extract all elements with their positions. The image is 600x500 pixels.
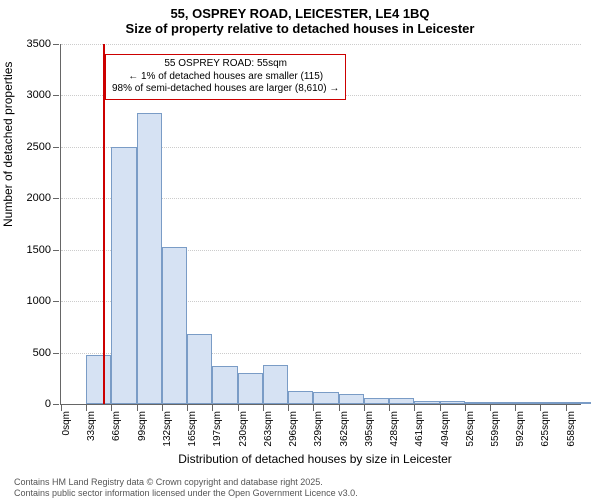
histogram-bar [515, 402, 540, 404]
y-tick-label: 1500 [27, 244, 61, 256]
histogram-bar [465, 402, 490, 404]
chart-container: 55, OSPREY ROAD, LEICESTER, LE4 1BQ Size… [0, 0, 600, 500]
histogram-bar [490, 402, 515, 404]
y-axis-label: Number of detached properties [1, 62, 15, 227]
x-tick-label: 658sqm [563, 411, 577, 447]
histogram-bar [566, 402, 591, 404]
annotation-line: 55 OSPREY ROAD: 55sqm [112, 58, 339, 71]
footer-line-2: Contains public sector information licen… [14, 488, 358, 498]
plot-area: 05001000150020002500300035000sqm33sqm66s… [60, 44, 581, 405]
footer-line-1: Contains HM Land Registry data © Crown c… [14, 477, 358, 487]
histogram-bar [162, 247, 187, 404]
y-tick-label: 3000 [27, 89, 61, 101]
histogram-bar [364, 398, 389, 404]
y-tick-label: 3500 [27, 38, 61, 50]
x-tick-label: 428sqm [386, 411, 400, 447]
histogram-bar [263, 365, 288, 404]
histogram-bar [288, 391, 313, 404]
x-tick-label: 197sqm [209, 411, 223, 447]
x-tick-label: 33sqm [83, 411, 97, 441]
y-tick-label: 2500 [27, 141, 61, 153]
annotation-line: ← 1% of detached houses are smaller (115… [112, 71, 339, 84]
annotation-line: 98% of semi-detached houses are larger (… [112, 83, 339, 96]
y-tick-label: 2000 [27, 192, 61, 204]
x-tick-label: 99sqm [134, 411, 148, 441]
chart-title: 55, OSPREY ROAD, LEICESTER, LE4 1BQ [0, 0, 600, 21]
x-tick-label: 625sqm [537, 411, 551, 447]
x-tick-label: 362sqm [336, 411, 350, 447]
x-tick-label: 494sqm [437, 411, 451, 447]
x-tick-label: 165sqm [184, 411, 198, 447]
x-tick-label: 0sqm [58, 411, 72, 435]
x-tick-label: 395sqm [361, 411, 375, 447]
histogram-bar [440, 401, 465, 404]
histogram-bar [111, 147, 136, 404]
annotation-box: 55 OSPREY ROAD: 55sqm← 1% of detached ho… [105, 54, 346, 100]
grid-line [61, 44, 581, 45]
x-tick-label: 263sqm [260, 411, 274, 447]
histogram-bar [414, 401, 439, 404]
y-tick-label: 1000 [27, 295, 61, 307]
histogram-bar [137, 113, 162, 404]
histogram-bar [187, 334, 212, 404]
histogram-bar [540, 402, 565, 404]
histogram-bar [339, 394, 364, 404]
y-tick-label: 500 [33, 347, 61, 359]
histogram-bar [212, 366, 237, 404]
x-tick-label: 559sqm [487, 411, 501, 447]
x-tick-label: 592sqm [512, 411, 526, 447]
histogram-bar [86, 355, 111, 404]
x-tick-label: 461sqm [411, 411, 425, 447]
x-tick-label: 526sqm [462, 411, 476, 447]
y-tick-label: 0 [45, 398, 61, 410]
histogram-bar [313, 392, 338, 404]
histogram-bar [238, 373, 263, 404]
x-tick-label: 296sqm [285, 411, 299, 447]
x-tick-label: 132sqm [159, 411, 173, 447]
x-tick-label: 66sqm [108, 411, 122, 441]
histogram-bar [389, 398, 414, 404]
x-tick-label: 329sqm [310, 411, 324, 447]
chart-subtitle: Size of property relative to detached ho… [0, 21, 600, 40]
footer-text: Contains HM Land Registry data © Crown c… [14, 477, 358, 498]
x-tick-label: 230sqm [235, 411, 249, 447]
x-axis-label: Distribution of detached houses by size … [0, 452, 600, 466]
